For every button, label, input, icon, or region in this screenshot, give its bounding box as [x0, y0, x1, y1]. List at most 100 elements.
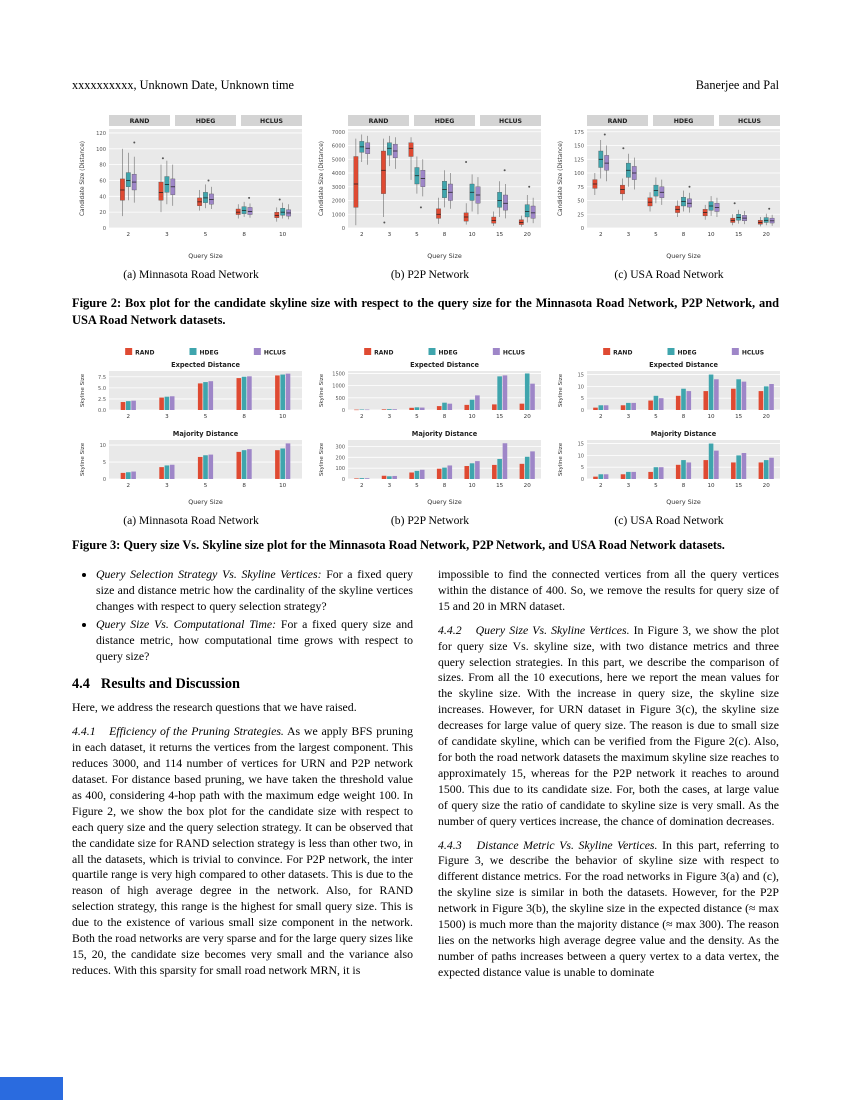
svg-text:Majority Distance: Majority Distance: [412, 430, 478, 438]
svg-text:HCLUS: HCLUS: [499, 118, 522, 125]
figure3-subcaption-b: (b) P2P Network: [390, 514, 470, 527]
svg-text:Skyline Size: Skyline Size: [558, 373, 564, 407]
section-442-text: In Figure 3, we show the plot for query …: [438, 622, 779, 828]
svg-text:5: 5: [204, 414, 208, 420]
svg-text:RAND: RAND: [369, 118, 389, 125]
svg-text:8: 8: [443, 483, 447, 489]
svg-text:5: 5: [654, 483, 658, 489]
page-header: xxxxxxxxxx, Unknown Date, Unknown time B…: [72, 78, 779, 93]
svg-text:20: 20: [763, 483, 771, 489]
figure2-subcaption-b: (b) P2P Network: [390, 268, 470, 281]
svg-text:5: 5: [103, 460, 106, 466]
svg-text:10: 10: [578, 384, 584, 390]
svg-text:HCLUS: HCLUS: [264, 350, 286, 357]
svg-text:8: 8: [242, 232, 246, 238]
svg-text:Candidate Size (Distance): Candidate Size (Distance): [319, 141, 325, 216]
svg-text:HCLUS: HCLUS: [742, 350, 764, 357]
svg-text:8: 8: [682, 483, 686, 489]
svg-text:5: 5: [581, 465, 584, 471]
svg-text:HCLUS: HCLUS: [503, 350, 525, 357]
svg-text:Query Size: Query Size: [188, 498, 223, 506]
section-443-text: In this part, referring to Figure 3, we …: [438, 837, 779, 979]
svg-text:7.5: 7.5: [98, 375, 106, 381]
svg-text:RAND: RAND: [608, 118, 628, 125]
svg-text:15: 15: [735, 483, 743, 489]
svg-text:3: 3: [165, 414, 169, 420]
svg-text:100: 100: [96, 147, 106, 153]
svg-text:150: 150: [574, 144, 584, 150]
svg-text:Expected Distance: Expected Distance: [171, 361, 240, 369]
barchart-usa-road-network: RAND HDEG HCLUS Expected Distance 0 5 10 15 2 3 5 8…: [555, 346, 783, 508]
svg-text:200: 200: [335, 455, 345, 461]
svg-text:0: 0: [581, 408, 584, 414]
svg-text:Query Size: Query Size: [188, 252, 223, 260]
svg-text:500: 500: [335, 396, 345, 402]
section-443-paragraph: 4.4.3 Distance Metric Vs. Skyline Vertic…: [438, 838, 779, 981]
svg-text:10: 10: [708, 483, 716, 489]
section-44-title: Results and Discussion: [100, 676, 240, 693]
figure3-row: RAND HDEG HCLUS Expected Distance 0.0 2.5 5.0 7…: [76, 346, 784, 527]
svg-text:20: 20: [763, 232, 771, 238]
figure2-subcaption-c: (c) USA Road Network: [614, 268, 724, 281]
svg-text:Candidate Size (Distance): Candidate Size (Distance): [80, 141, 86, 216]
svg-text:10: 10: [100, 443, 106, 449]
svg-text:2: 2: [360, 414, 364, 420]
svg-text:20: 20: [99, 210, 106, 216]
svg-text:0: 0: [342, 226, 345, 232]
header-left-text: xxxxxxxxxx, Unknown Date, Unknown time: [72, 78, 295, 92]
svg-text:3000: 3000: [332, 185, 345, 191]
boxplot-p2p-network: RAND HDEG HCLUS 0 1000 2000 3000 4000 5000 6000 70…: [316, 112, 544, 262]
svg-text:2: 2: [127, 414, 131, 420]
figure2-caption: Figure 2: Box plot for the candidate sky…: [72, 296, 779, 327]
figure3-panel-a: RAND HDEG HCLUS Expected Distance 0.0 2.5 5.0 7…: [76, 346, 306, 527]
svg-text:3: 3: [165, 483, 169, 489]
svg-text:10: 10: [469, 483, 477, 489]
svg-text:5: 5: [415, 232, 419, 238]
svg-text:8: 8: [682, 232, 686, 238]
svg-text:3: 3: [627, 414, 631, 420]
svg-text:2: 2: [127, 483, 131, 489]
svg-text:0: 0: [342, 408, 345, 414]
svg-text:3: 3: [165, 232, 169, 238]
svg-text:1000: 1000: [332, 384, 345, 390]
svg-text:15: 15: [735, 232, 743, 238]
svg-text:10: 10: [469, 232, 477, 238]
svg-text:Skyline Size: Skyline Size: [319, 442, 325, 476]
barchart-p2p-network: RAND HDEG HCLUS Expected Distance 0 500 1000 15…: [316, 346, 544, 508]
svg-text:Expected Distance: Expected Distance: [649, 361, 718, 369]
svg-text:300: 300: [335, 445, 345, 451]
svg-text:3: 3: [388, 232, 392, 238]
section-441-paragraph: 4.4.1 Efficiency of the Pruning Strategi…: [72, 724, 413, 979]
svg-text:15: 15: [735, 414, 743, 420]
svg-text:RAND: RAND: [374, 350, 393, 357]
bullet-2-text: For a fixed query size and distance metr…: [96, 616, 414, 663]
svg-text:5: 5: [415, 414, 419, 420]
section-44-heading: 4.4 Results and Discussion: [72, 676, 413, 693]
svg-text:15: 15: [496, 232, 504, 238]
svg-text:0: 0: [581, 477, 584, 483]
svg-text:Query Size: Query Size: [427, 252, 462, 260]
svg-text:100: 100: [574, 171, 584, 177]
svg-text:1000: 1000: [332, 212, 345, 218]
svg-text:0: 0: [103, 226, 106, 232]
corner-bar: [0, 1077, 63, 1100]
svg-text:10: 10: [469, 414, 477, 420]
header-right-authors: Banerjee and Pal: [695, 78, 779, 92]
section-442-paragraph: 4.4.2 Query Size Vs. Skyline Vertices. I…: [438, 623, 779, 830]
figure3-panel-b: RAND HDEG HCLUS Expected Distance 0 500 1000 15…: [315, 346, 545, 527]
research-question-item-1: Query Selection Strategy Vs. Skyline Ver…: [96, 567, 413, 615]
body-right-column: impossible to find the connected vertice…: [438, 567, 779, 981]
section-44-number: 4.4: [72, 676, 90, 693]
barchart-minnasota-road-network: RAND HDEG HCLUS Expected Distance 0.0 2.5 5.0 7…: [77, 346, 305, 508]
boxplot-minnasota-road-network: RAND HDEG HCLUS 0 20 40 60 80 100 120 2 3 5 8 10 Candid…: [77, 112, 305, 262]
svg-text:Query Size: Query Size: [666, 252, 701, 260]
svg-text:5: 5: [581, 396, 584, 402]
svg-text:HDEG: HDEG: [200, 350, 219, 357]
svg-text:15: 15: [496, 414, 504, 420]
svg-text:1500: 1500: [332, 371, 345, 377]
svg-text:8: 8: [682, 414, 686, 420]
svg-text:60: 60: [99, 178, 106, 184]
section-442-lead: 4.4.2 Query Size Vs. Skyline Vertices.: [438, 622, 630, 637]
svg-text:HDEG: HDEG: [674, 118, 694, 125]
